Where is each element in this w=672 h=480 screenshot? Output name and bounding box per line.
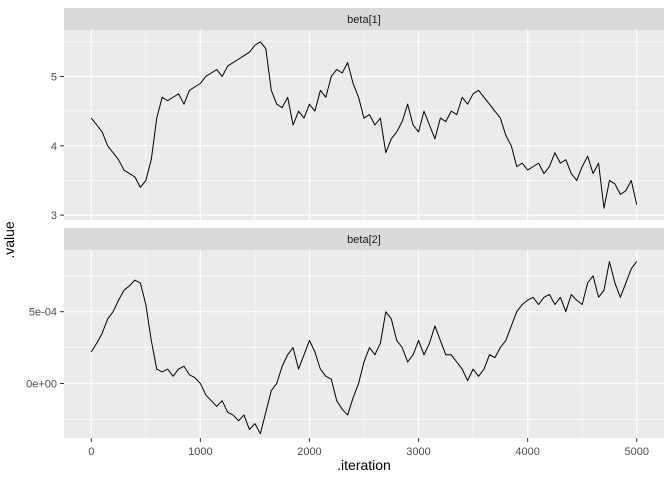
y-tick-label: 0e+00 — [26, 378, 57, 390]
y-axis-title: .value — [1, 221, 17, 259]
x-tick-label: 2000 — [297, 446, 321, 458]
y-tick-label: 5 — [51, 71, 57, 83]
facet-strip — [64, 228, 664, 250]
facet-panel: beta[1] 3 4 5 — [51, 8, 664, 222]
facet-strip-label: beta[1] — [347, 14, 381, 26]
x-axis-title: .iteration — [337, 457, 391, 473]
facet-strip — [64, 8, 664, 30]
trace-line — [90, 41, 638, 209]
x-axis: 0 1000 2000 3000 4000 5000 — [88, 438, 649, 458]
y-tick-label: 5e-04 — [29, 307, 57, 319]
trace-line — [90, 260, 638, 435]
facet-strip-label: beta[2] — [347, 234, 381, 246]
x-tick-label: 5000 — [624, 446, 648, 458]
facets: beta[1] 3 4 5 beta[2] 0e+00 5e-04 — [26, 8, 664, 438]
y-tick-label: 4 — [51, 141, 57, 153]
facet-panel: beta[2] 0e+00 5e-04 — [26, 228, 664, 438]
y-tick-label: 3 — [51, 210, 57, 222]
x-tick-label: 3000 — [406, 446, 430, 458]
x-tick-label: 1000 — [188, 446, 212, 458]
x-tick-label: 0 — [88, 446, 94, 458]
x-tick-label: 4000 — [515, 446, 539, 458]
